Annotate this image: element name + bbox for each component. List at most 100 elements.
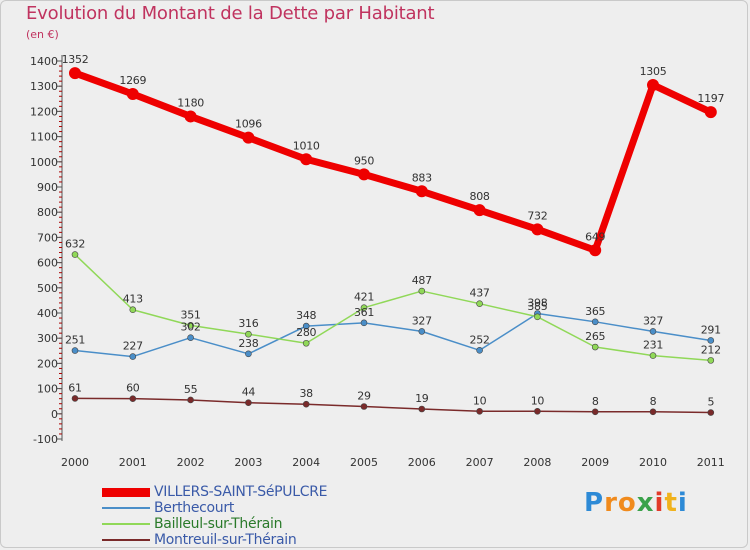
data-label: 351 xyxy=(181,308,201,321)
series-line xyxy=(71,69,715,254)
data-label: 348 xyxy=(296,309,316,322)
data-label: 291 xyxy=(701,323,721,336)
data-label: 60 xyxy=(126,382,140,395)
chart-subtitle: (en €) xyxy=(26,28,59,41)
data-point xyxy=(245,350,252,358)
data-label: 231 xyxy=(643,339,663,352)
y-tick-label: 0 xyxy=(51,408,58,421)
data-point xyxy=(129,353,137,360)
data-point xyxy=(71,347,79,354)
data-label: 280 xyxy=(296,326,316,339)
data-point xyxy=(476,346,483,354)
data-point xyxy=(245,330,252,338)
data-label: 10 xyxy=(473,394,487,407)
data-point xyxy=(302,339,310,347)
legend-swatch xyxy=(102,487,150,497)
data-point xyxy=(647,78,659,91)
data-point xyxy=(534,407,541,415)
x-tick-label: 2005 xyxy=(350,456,378,469)
logo-letter: r xyxy=(604,488,618,518)
data-label: 61 xyxy=(68,381,81,394)
data-point xyxy=(360,403,368,410)
legend-label: Bailleul-sur-Thérain xyxy=(154,516,283,532)
data-label: 421 xyxy=(354,291,374,304)
data-label: 29 xyxy=(357,389,371,402)
y-tick-label: 500 xyxy=(37,282,58,295)
data-point xyxy=(187,334,194,341)
data-point xyxy=(126,88,139,101)
data-label: 632 xyxy=(65,238,85,251)
data-point xyxy=(71,251,79,258)
data-point xyxy=(476,407,483,415)
data-label: 302 xyxy=(181,321,201,334)
data-point xyxy=(187,396,194,404)
y-tick-label: 700 xyxy=(37,231,58,244)
data-label: 732 xyxy=(527,209,547,222)
data-label: 251 xyxy=(65,334,85,347)
data-point xyxy=(187,322,194,329)
y-tick-label: 400 xyxy=(37,307,58,320)
data-label: 8 xyxy=(650,395,657,408)
data-label: 265 xyxy=(585,330,605,343)
data-label: 1096 xyxy=(235,118,262,131)
logo-letter: P xyxy=(584,488,605,518)
data-point xyxy=(418,328,426,335)
y-tick-label: 1300 xyxy=(30,80,58,93)
y-tick-label: 900 xyxy=(37,181,58,194)
data-label: 1305 xyxy=(640,65,667,78)
legend-label: Berthecourt xyxy=(154,500,235,516)
data-point xyxy=(300,153,313,166)
data-point xyxy=(476,300,483,307)
data-label: 437 xyxy=(470,287,490,300)
chart-title: Evolution du Montant de la Dette par Hab… xyxy=(26,3,435,24)
data-point xyxy=(707,337,715,344)
legend-swatch xyxy=(102,507,150,509)
series-line xyxy=(74,312,712,358)
data-label: 5 xyxy=(707,396,714,409)
y-tick-label: 100 xyxy=(37,383,58,396)
data-point xyxy=(589,244,602,257)
legend-swatch xyxy=(102,539,150,541)
data-point xyxy=(591,343,599,351)
data-point xyxy=(534,313,541,321)
data-label: 950 xyxy=(354,154,374,167)
data-point xyxy=(707,357,715,364)
data-point xyxy=(245,399,252,407)
data-point xyxy=(591,408,599,416)
data-point xyxy=(71,395,79,402)
data-label: 649 xyxy=(585,230,605,243)
legend-swatch xyxy=(102,523,150,525)
data-point xyxy=(418,405,426,413)
data-label: 212 xyxy=(701,343,721,356)
x-tick-label: 2010 xyxy=(639,456,667,469)
data-label: 385 xyxy=(527,300,547,313)
y-tick-label: 300 xyxy=(37,332,58,345)
data-label: 44 xyxy=(242,386,256,399)
data-label: 883 xyxy=(412,171,432,184)
data-label: 487 xyxy=(412,274,432,287)
data-point xyxy=(418,287,426,295)
data-label: 10 xyxy=(531,394,545,407)
data-label: 1180 xyxy=(177,96,204,109)
data-point xyxy=(531,223,544,236)
data-label: 1197 xyxy=(697,92,724,105)
data-label: 8 xyxy=(592,395,599,408)
data-point xyxy=(358,168,370,181)
data-point xyxy=(707,409,715,416)
legend-label: VILLERS-SAINT-SéPULCRE xyxy=(154,484,328,500)
logo-letter: i xyxy=(677,488,688,518)
logo-letter: o xyxy=(617,488,637,518)
data-label: 327 xyxy=(412,314,432,327)
data-label: 398 xyxy=(527,297,547,310)
x-tick-label: 2009 xyxy=(581,456,609,469)
data-label: 361 xyxy=(354,306,374,319)
data-point xyxy=(302,400,310,408)
series-line xyxy=(74,397,712,414)
data-label: 252 xyxy=(470,333,490,346)
data-label: 413 xyxy=(123,293,143,306)
y-tick-label: 1000 xyxy=(30,156,58,169)
y-tick-label: 1400 xyxy=(30,55,58,68)
data-label: 1269 xyxy=(119,74,146,87)
x-tick-label: 2000 xyxy=(61,456,89,469)
